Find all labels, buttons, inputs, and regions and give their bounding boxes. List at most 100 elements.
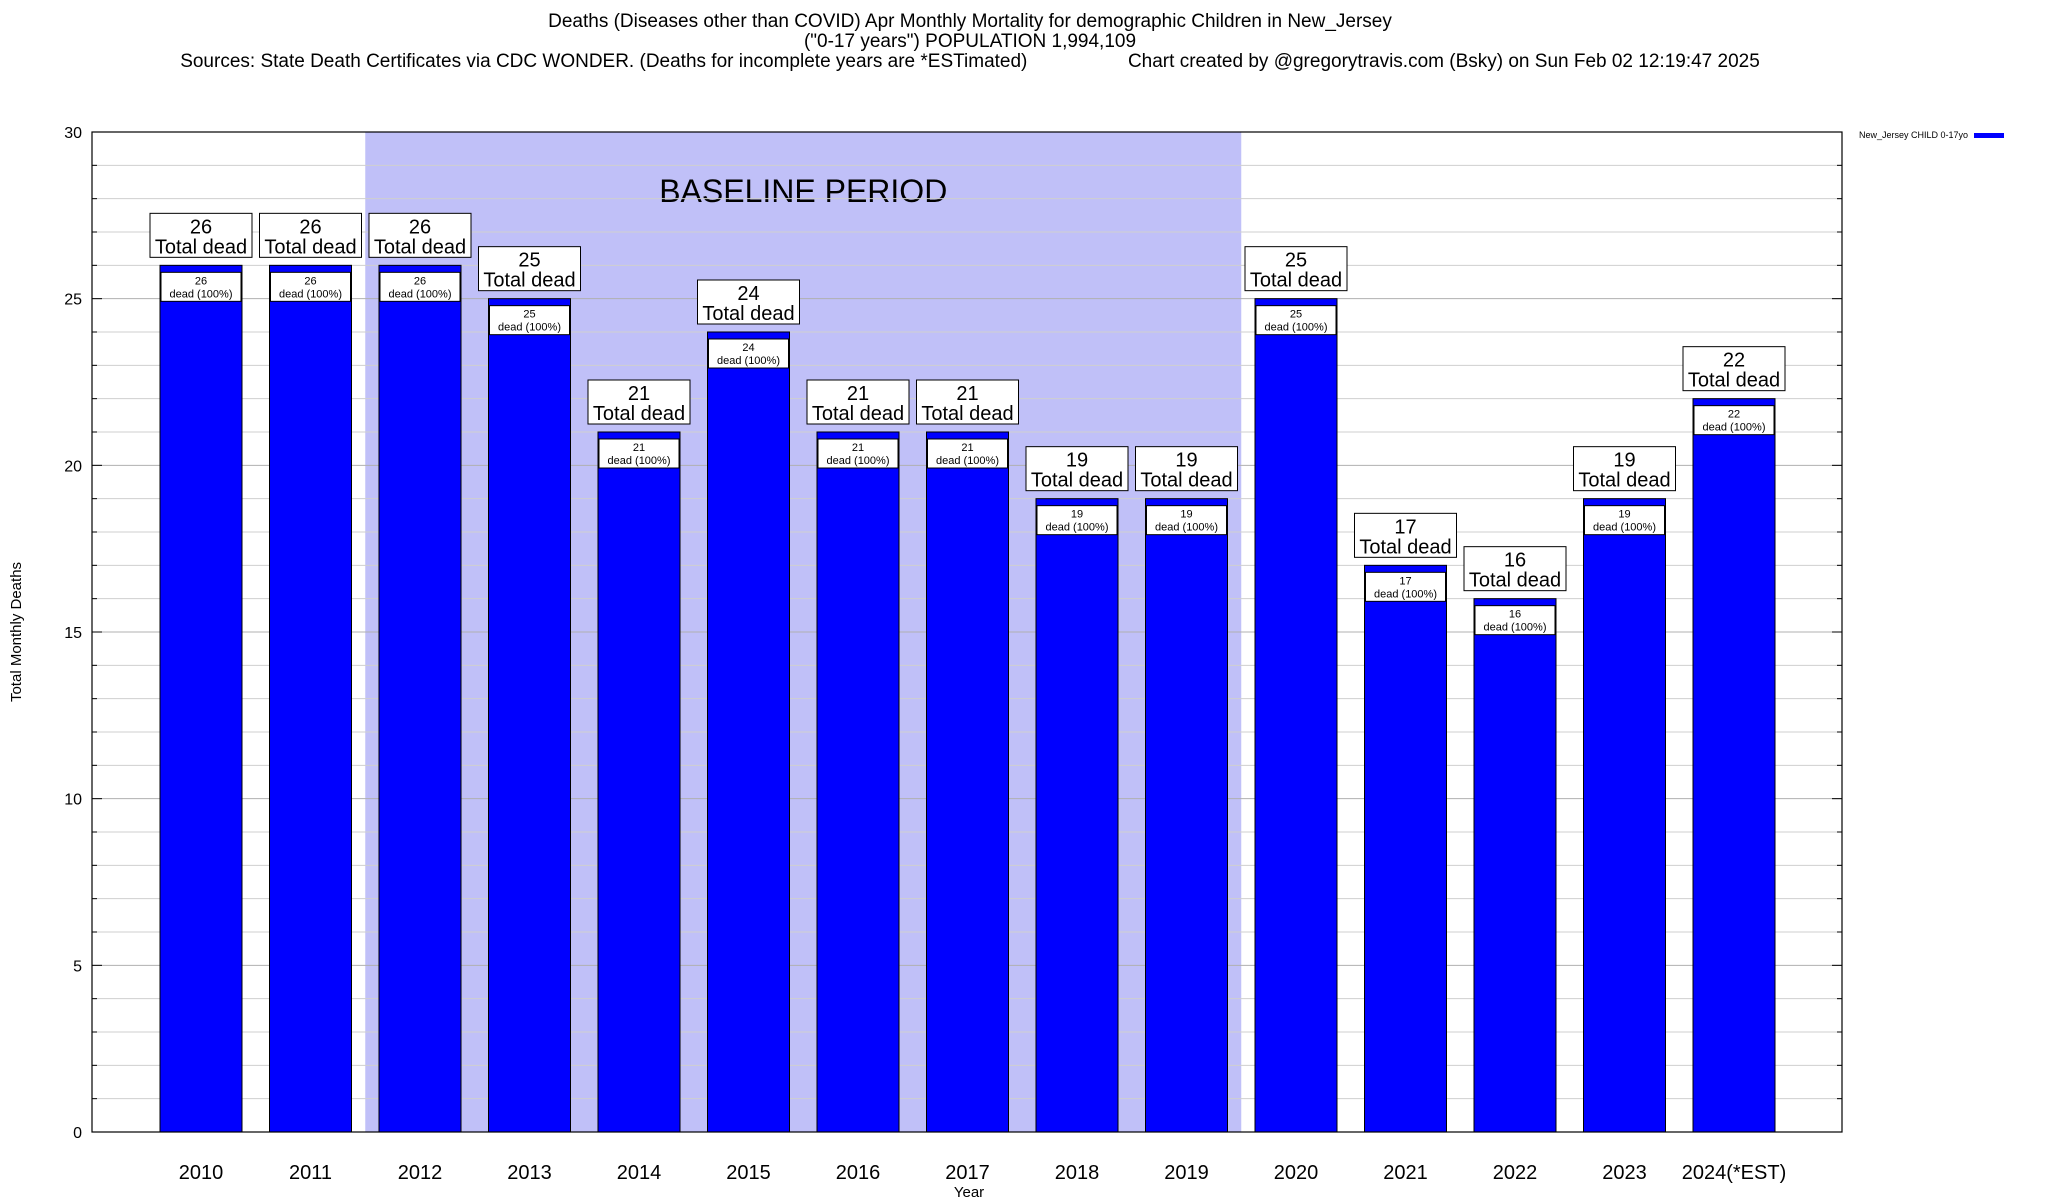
inner-label-box bbox=[1146, 505, 1227, 536]
inner-label-value: 16 bbox=[1509, 609, 1521, 621]
x-tick-label: 2014 bbox=[617, 1162, 662, 1184]
bar bbox=[1254, 298, 1338, 1133]
total-label-text: Total dead bbox=[483, 270, 575, 292]
bar bbox=[1583, 498, 1666, 1133]
total-label-text: Total dead bbox=[1031, 470, 1123, 492]
y-tick-label: 25 bbox=[64, 292, 82, 309]
total-label-value: 21 bbox=[628, 383, 650, 405]
x-tick-label: 2012 bbox=[398, 1162, 443, 1184]
x-tick-label: 2011 bbox=[289, 1162, 332, 1184]
y-tick-label: 10 bbox=[64, 792, 82, 809]
total-label-value: 25 bbox=[1285, 250, 1307, 272]
x-tick-label: 2010 bbox=[179, 1162, 224, 1184]
inner-label-value: 21 bbox=[852, 442, 864, 454]
inner-label-box bbox=[270, 271, 351, 302]
x-tick-label: 2023 bbox=[1602, 1162, 1647, 1184]
x-tick-label: 2021 bbox=[1383, 1162, 1428, 1184]
bar bbox=[159, 264, 243, 1133]
chart-title-block: Deaths (Diseases other than COVID) Apr M… bbox=[0, 12, 1940, 72]
inner-label-value: 25 bbox=[523, 309, 535, 321]
total-label-value: 24 bbox=[737, 283, 759, 305]
inner-label-box bbox=[160, 271, 242, 302]
bar bbox=[1145, 498, 1228, 1133]
inner-label-text: dead (100%) bbox=[1155, 522, 1218, 534]
baseline-period-label: BASELINE PERIOD bbox=[659, 173, 947, 209]
inner-label-box bbox=[1036, 505, 1118, 536]
total-label-value: 16 bbox=[1504, 550, 1526, 572]
inner-label-box bbox=[379, 271, 461, 302]
chart-sources-line: Sources: State Death Certificates via CD… bbox=[0, 52, 1940, 72]
inner-label-box bbox=[708, 338, 789, 369]
inner-label-box bbox=[1474, 605, 1556, 636]
y-tick-label: 5 bbox=[73, 958, 82, 975]
x-tick-label: 2015 bbox=[726, 1162, 771, 1184]
total-label-value: 26 bbox=[190, 216, 212, 238]
bar bbox=[1364, 564, 1447, 1133]
inner-label-text: dead (100%) bbox=[389, 288, 452, 300]
total-label-text: Total dead bbox=[1469, 570, 1561, 592]
total-label-text: Total dead bbox=[264, 236, 356, 258]
inner-label-value: 22 bbox=[1728, 409, 1740, 421]
total-label-text: Total dead bbox=[374, 236, 466, 258]
bar bbox=[1035, 498, 1119, 1133]
inner-label-value: 25 bbox=[1290, 309, 1302, 321]
x-tick-label: 2019 bbox=[1164, 1162, 1209, 1184]
inner-label-text: dead (100%) bbox=[827, 455, 890, 467]
inner-label-box bbox=[1584, 505, 1665, 536]
inner-label-box bbox=[489, 305, 570, 336]
inner-label-text: dead (100%) bbox=[717, 355, 780, 367]
inner-label-text: dead (100%) bbox=[1484, 622, 1547, 634]
inner-label-value: 24 bbox=[742, 342, 754, 354]
bar bbox=[378, 264, 462, 1133]
total-label-value: 19 bbox=[1066, 450, 1088, 472]
inner-label-value: 17 bbox=[1399, 575, 1411, 587]
total-label-value: 21 bbox=[847, 383, 869, 405]
chart-sources: Sources: State Death Certificates via CD… bbox=[180, 51, 1028, 72]
total-label-box bbox=[1025, 446, 1129, 492]
x-axis-label: Year bbox=[954, 1184, 984, 1200]
chart-credit: Chart created by @gregorytravis.com (Bsk… bbox=[1127, 51, 1760, 72]
total-label-box bbox=[587, 379, 691, 425]
total-label-box bbox=[478, 246, 581, 292]
total-label-box bbox=[806, 379, 910, 425]
inner-label-value: 26 bbox=[304, 275, 316, 287]
bar bbox=[1473, 598, 1557, 1133]
inner-label-value: 19 bbox=[1071, 509, 1083, 521]
plot-frame bbox=[91, 131, 1843, 1133]
x-tick-label: 2022 bbox=[1493, 1162, 1538, 1184]
total-label-box bbox=[1244, 246, 1348, 292]
inner-label-text: dead (100%) bbox=[170, 288, 233, 300]
bar bbox=[926, 431, 1009, 1133]
bar bbox=[269, 264, 352, 1133]
bar bbox=[1692, 398, 1776, 1133]
bar bbox=[597, 431, 681, 1133]
total-label-box bbox=[697, 279, 800, 325]
total-label-text: Total dead bbox=[1250, 270, 1342, 292]
x-tick-label: 2020 bbox=[1274, 1162, 1319, 1184]
x-tick-label: 2017 bbox=[945, 1162, 990, 1184]
inner-label-text: dead (100%) bbox=[936, 455, 999, 467]
y-tick-label: 20 bbox=[64, 458, 82, 475]
total-label-text: Total dead bbox=[1578, 470, 1670, 492]
chart-title: Deaths (Diseases other than COVID) Apr M… bbox=[548, 11, 1392, 32]
bar bbox=[707, 331, 790, 1133]
y-tick-label: 30 bbox=[64, 125, 82, 142]
inner-label-value: 19 bbox=[1180, 509, 1192, 521]
inner-label-value: 26 bbox=[195, 275, 207, 287]
inner-label-box bbox=[817, 438, 899, 469]
bar bbox=[488, 298, 571, 1133]
inner-label-box bbox=[927, 438, 1008, 469]
total-label-value: 26 bbox=[299, 216, 321, 238]
total-label-value: 25 bbox=[518, 250, 540, 272]
inner-label-text: dead (100%) bbox=[1374, 588, 1437, 600]
x-tick-label: 2024(*EST) bbox=[1682, 1162, 1787, 1184]
inner-label-text: dead (100%) bbox=[1046, 522, 1109, 534]
x-tick-label: 2018 bbox=[1055, 1162, 1100, 1184]
inner-label-value: 21 bbox=[961, 442, 973, 454]
total-label-box bbox=[1682, 346, 1786, 392]
inner-label-text: dead (100%) bbox=[1593, 522, 1656, 534]
total-label-box bbox=[1135, 446, 1238, 492]
total-label-box bbox=[1463, 546, 1567, 592]
total-label-box bbox=[916, 379, 1019, 425]
